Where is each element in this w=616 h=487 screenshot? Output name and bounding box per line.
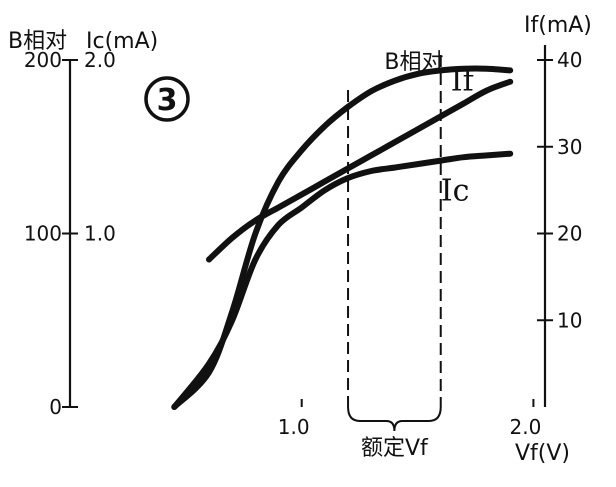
- left-outer-tick-label: 100: [24, 222, 62, 246]
- left-inner-tick-label: 2.0: [84, 48, 116, 72]
- right-axis-title: If(mA): [524, 13, 592, 38]
- series-line-if: [206, 78, 514, 263]
- right-tick-label: 30: [557, 135, 582, 159]
- left-outer-tick-label: 200: [24, 48, 62, 72]
- left-outer-tick-label: 0: [49, 395, 62, 419]
- right-tick-label: 10: [557, 308, 582, 332]
- x-axis-ticks: 1.0 2.0: [278, 399, 542, 439]
- left-inner-axis-title: Ic(mA): [86, 29, 158, 54]
- left-inner-axis-ticks: 1.0 2.0: [84, 48, 116, 246]
- series-label-b: B相对: [384, 50, 443, 75]
- right-axis-ticks: 10 20 30 40: [537, 48, 582, 332]
- left-outer-axis-title: B相对: [8, 29, 67, 54]
- x-tick-label: 2.0: [510, 415, 542, 439]
- x-tick-label: 1.0: [278, 415, 310, 439]
- panel-label-circle: [144, 76, 190, 122]
- left-inner-tick-label: 1.0: [84, 222, 116, 246]
- left-outer-axis-ticks: 0 100 200: [24, 48, 78, 419]
- series-line-ic: [171, 150, 514, 410]
- series-label-if: If: [451, 63, 476, 98]
- panel-label-number: 3: [157, 83, 178, 118]
- series-line-b: [171, 65, 514, 410]
- rated-vf-label: 额定Vf: [361, 436, 429, 461]
- rated-vf-brace: [347, 406, 442, 432]
- right-tick-label: 20: [557, 222, 582, 246]
- series-label-ic: Ic: [441, 174, 470, 209]
- rated-vf-region: 额定Vf: [347, 55, 442, 461]
- x-axis-title: Vf(V): [515, 441, 570, 466]
- chart-curves: [171, 65, 514, 410]
- right-tick-label: 40: [557, 48, 582, 72]
- left-axis-title: B相对 Ic(mA): [8, 29, 158, 54]
